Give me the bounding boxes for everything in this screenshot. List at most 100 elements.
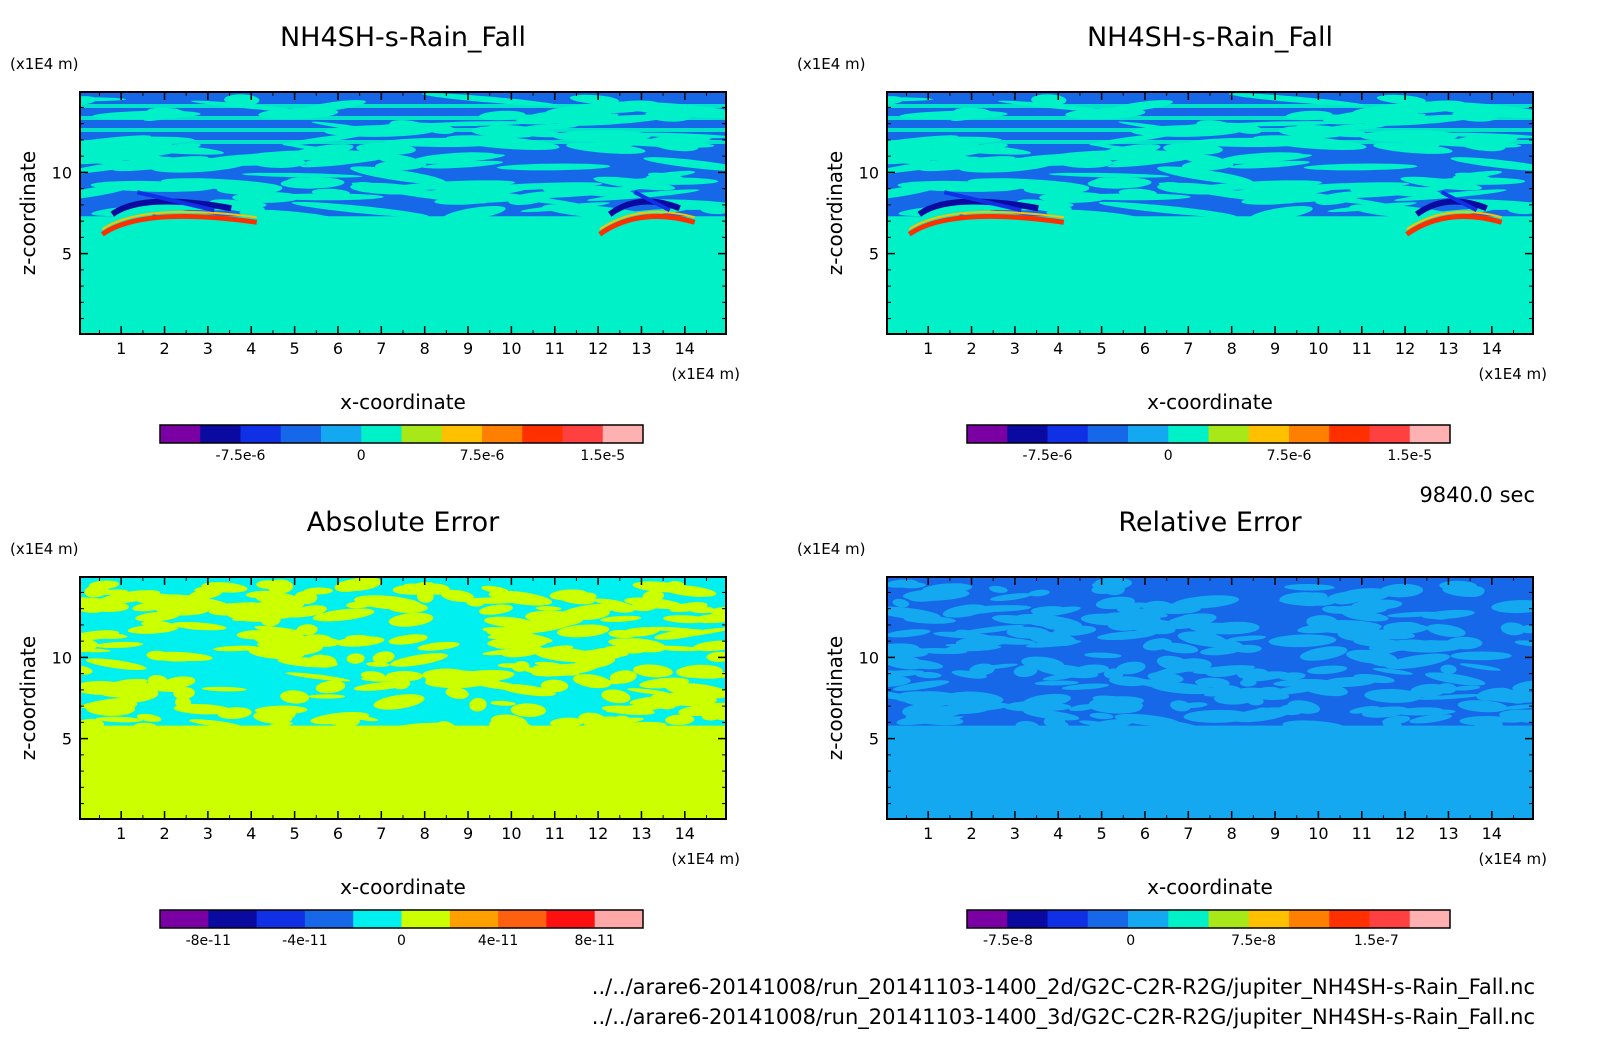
- x-tick-label: 6: [333, 339, 343, 358]
- field-blob: [285, 672, 351, 682]
- field-blob: [80, 601, 104, 613]
- colorbar-tick-label: 1.5e-5: [580, 448, 625, 464]
- x-unit-label: (x1E4 m): [671, 365, 740, 383]
- x-tick-label: 3: [203, 339, 213, 358]
- field-blob: [141, 157, 274, 166]
- x-axis-label: x-coordinate: [340, 875, 466, 899]
- field-blob: [490, 714, 528, 729]
- field-blob: [887, 97, 934, 102]
- field-blob: [1452, 170, 1503, 179]
- field-blob: [887, 145, 931, 152]
- field-blob: [147, 674, 169, 688]
- field-blob: [1417, 694, 1482, 700]
- y-ticks: 5 10: [52, 591, 726, 805]
- colorbar-tick-label: -7.5e-6: [216, 448, 266, 464]
- field-blob: [388, 612, 434, 627]
- field-blob: [239, 209, 343, 225]
- colorbar-swatch: [304, 910, 354, 928]
- field-blob: [80, 647, 112, 653]
- colorbar-swatch: [208, 910, 258, 928]
- field-blob: [1211, 621, 1260, 635]
- field-blob: [1025, 639, 1082, 648]
- field-blob: [1172, 595, 1239, 609]
- field-blob: [1500, 622, 1526, 636]
- field-blob: [963, 606, 1012, 615]
- field-blob: [1157, 182, 1230, 195]
- field-blob: [887, 670, 925, 679]
- field-blob: [461, 597, 524, 604]
- field-blob: [245, 590, 282, 599]
- x-axis-label: x-coordinate: [1147, 390, 1273, 414]
- field-blob: [95, 716, 143, 723]
- field-blob: [901, 703, 943, 718]
- x-tick-label: 14: [1482, 824, 1502, 843]
- field-blob: [693, 640, 726, 652]
- field-blob: [1434, 132, 1533, 139]
- field-blob: [280, 177, 345, 189]
- field-blob: [1310, 597, 1338, 606]
- field-blob: [572, 674, 612, 689]
- x-tick-label: 7: [376, 824, 386, 843]
- field-blob: [236, 630, 277, 640]
- field-blob: [1199, 180, 1323, 190]
- colorbar-swatch: [401, 910, 451, 928]
- field-blob: [1030, 606, 1081, 618]
- field-blob: [101, 692, 143, 699]
- feature-positive: [598, 213, 696, 237]
- field-blob: [1426, 624, 1466, 637]
- field-blob: [1084, 652, 1122, 659]
- field-blob: [1459, 663, 1501, 671]
- field-blob: [1235, 687, 1290, 701]
- field-blob: [915, 671, 942, 679]
- colorbar-swatch: [482, 425, 523, 443]
- field-blob: [469, 697, 487, 712]
- field-band: [80, 104, 726, 108]
- field-blob: [620, 627, 660, 637]
- field-blob: [346, 601, 371, 609]
- feature-negative: [1414, 198, 1488, 217]
- field-blob: [553, 654, 620, 660]
- x-unit-label: (x1E4 m): [671, 850, 740, 868]
- colorbar-tick-label: 1.5e-5: [1387, 448, 1432, 464]
- x-tick-label: 3: [1010, 339, 1020, 358]
- field-blob: [1349, 706, 1380, 714]
- x-tick-label: 12: [1395, 824, 1415, 843]
- x-tick-label: 4: [1053, 339, 1063, 358]
- field-blob: [1491, 600, 1533, 614]
- x-tick-label: 14: [1482, 339, 1502, 358]
- field-blob: [1028, 589, 1050, 597]
- field-blob: [1013, 665, 1038, 678]
- field-blob: [1004, 700, 1058, 712]
- colorbar-swatch: [160, 425, 201, 443]
- field-blob: [887, 151, 933, 165]
- field-blob: [267, 722, 293, 728]
- field-blob: [1300, 646, 1348, 661]
- field-blob: [569, 94, 619, 104]
- feature-edge: [599, 210, 695, 231]
- colorbar: -7.5e-6 0 7.5e-6 1.5e-5: [159, 424, 644, 464]
- field-blob: [1284, 583, 1335, 591]
- feature-negative: [943, 190, 1022, 213]
- field-blob: [1135, 679, 1197, 691]
- x-tick-label: 13: [631, 824, 651, 843]
- colorbar-tick-label: 7.5e-8: [1231, 933, 1276, 949]
- colorbar-tick-label: 0: [1126, 933, 1135, 949]
- y-axis-label: z-coordinate: [16, 636, 40, 760]
- x-tick-label: 5: [1097, 339, 1107, 358]
- colorbar-tick-label: 7.5e-6: [460, 448, 505, 464]
- colorbar-swatch: [1047, 425, 1089, 443]
- field-blob: [1424, 672, 1486, 686]
- field-blob: [1303, 163, 1418, 171]
- field-blob: [887, 142, 979, 163]
- field-blob: [535, 606, 562, 611]
- field-blob: [948, 157, 1081, 166]
- field-blob: [1307, 665, 1348, 675]
- x-unit-label: (x1E4 m): [1478, 850, 1547, 868]
- field-blob: [1327, 202, 1417, 213]
- field-blob: [1034, 201, 1074, 208]
- field-blob: [213, 645, 260, 652]
- x-tick-label: 5: [290, 339, 300, 358]
- field-blob: [609, 670, 637, 684]
- field-blob: [669, 109, 713, 117]
- field-blob: [899, 692, 948, 708]
